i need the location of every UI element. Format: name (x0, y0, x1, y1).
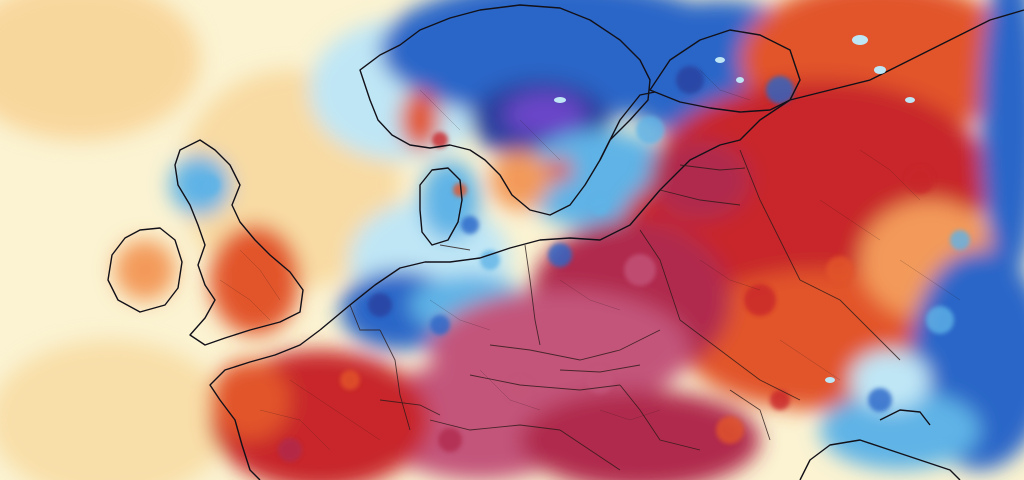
region-line (429, 299, 491, 331)
coastline-ireland (107, 227, 183, 313)
texture-blob (340, 370, 360, 390)
coastline-france-west (209, 329, 321, 480)
coastline-continent-north (319, 9, 1024, 331)
region-line (599, 409, 661, 421)
texture-blob (826, 256, 854, 284)
border-ukraine-romania (679, 319, 801, 401)
very-hot-balkans (520, 390, 760, 480)
texture-blob (438, 428, 462, 452)
texture-blob (766, 76, 794, 104)
warm-ireland (115, 240, 175, 300)
coastline-great-britain (174, 139, 304, 346)
texture-blob (590, 195, 610, 215)
coastline-finland (649, 29, 801, 113)
texture-blob (744, 284, 776, 316)
warm-atlantic-north (0, 0, 200, 140)
texture-blob (716, 416, 744, 444)
border-ukraine-russia (799, 279, 901, 361)
lake (736, 77, 744, 83)
border-poland-czech (489, 329, 661, 361)
warm-england (210, 225, 300, 335)
lake (715, 57, 725, 63)
texture-blob (461, 216, 479, 234)
warm-france-west (210, 360, 290, 440)
region-line (289, 379, 381, 441)
border-belarus-russia (739, 149, 801, 281)
lakes (554, 35, 915, 383)
border-switzerland (379, 399, 441, 416)
region-line (419, 89, 461, 131)
lake (825, 377, 835, 383)
coastlines (107, 4, 1024, 480)
region-line (899, 259, 961, 301)
texture-blob (278, 438, 302, 462)
texture-blob (636, 116, 664, 144)
border-poland-belarus (639, 229, 681, 321)
cool-black-sea (820, 390, 980, 470)
border-slovakia (559, 364, 641, 373)
coastline-jutland (419, 167, 463, 246)
warm-gotland (548, 158, 572, 182)
lake (554, 97, 566, 103)
texture-blob (906, 166, 934, 194)
texture-blob (480, 250, 500, 270)
texture-blob (432, 132, 448, 148)
texture-blob (453, 183, 467, 197)
coastline-bothnia (599, 91, 656, 161)
warm-atlantic-south (0, 340, 230, 480)
country-borders (349, 149, 901, 471)
border-baltics (659, 189, 741, 206)
border-hungary-romania (619, 384, 701, 451)
cold-russia-east-north (980, 0, 1024, 280)
texture-blob (868, 388, 892, 412)
warm-south-sweden (490, 150, 550, 210)
region-line (819, 199, 881, 241)
region-line (699, 259, 761, 291)
border-germany-denmark (439, 244, 471, 251)
texture-blob (506, 376, 534, 404)
temperature-texture (200, 66, 970, 462)
region-line (559, 279, 621, 311)
texture-blob (950, 230, 970, 250)
region-line (519, 119, 561, 161)
coastline-azov (879, 409, 931, 426)
region-line (859, 149, 921, 201)
region-line (779, 339, 841, 381)
region-line (699, 69, 751, 101)
texture-blob (548, 243, 572, 267)
texture-blob (676, 66, 704, 94)
texture-blob (770, 390, 790, 410)
lake (852, 35, 868, 45)
coastline-black-sea (799, 439, 961, 480)
very-hot-lithuania (650, 140, 750, 220)
texture-blob (430, 315, 450, 335)
texture-blob (200, 175, 220, 195)
warm-south-norway (400, 90, 440, 150)
border-france-germany (379, 329, 411, 431)
region-line (259, 409, 331, 451)
border-moldova (729, 389, 771, 441)
extreme-cold-core (505, 93, 585, 137)
region-line (239, 249, 281, 301)
texture-blob (368, 293, 392, 317)
regional-borders (219, 69, 961, 451)
border-baltics-2 (679, 164, 746, 171)
border-germany-poland (524, 244, 541, 346)
border-benelux (349, 304, 380, 331)
border-czech-austria (469, 374, 621, 391)
border-balkans (559, 429, 621, 471)
lake (905, 97, 915, 103)
texture-blob (624, 254, 656, 286)
lake (874, 66, 886, 74)
texture-blob (926, 306, 954, 334)
border-austria-italy (429, 419, 561, 431)
region-line (479, 369, 541, 411)
region-line (219, 279, 271, 321)
